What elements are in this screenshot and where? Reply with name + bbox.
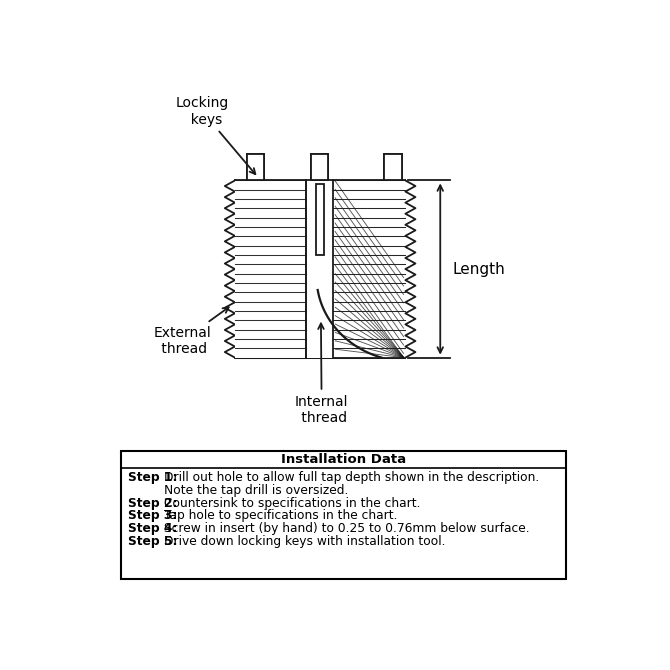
- Text: Drive down locking keys with installation tool.: Drive down locking keys with installatio…: [164, 535, 446, 548]
- Bar: [316, 184, 324, 255]
- Bar: [247, 153, 263, 180]
- Text: Step 3:: Step 3:: [128, 509, 178, 523]
- Text: Note the tap drill is oversized.: Note the tap drill is oversized.: [164, 484, 348, 497]
- Text: Step 4:: Step 4:: [128, 522, 178, 535]
- Text: Step 2:: Step 2:: [128, 496, 178, 510]
- Bar: [311, 153, 328, 180]
- Text: Screw in insert (by hand) to 0.25 to 0.76mm below surface.: Screw in insert (by hand) to 0.25 to 0.7…: [164, 522, 530, 535]
- Text: Drill out hole to allow full tap depth shown in the description.: Drill out hole to allow full tap depth s…: [164, 471, 539, 484]
- Bar: [385, 153, 401, 180]
- Text: Countersink to specifications in the chart.: Countersink to specifications in the cha…: [164, 496, 421, 510]
- Text: External
 thread: External thread: [153, 308, 228, 356]
- Bar: [311, 153, 328, 180]
- Bar: [306, 180, 333, 358]
- Text: Internal
 thread: Internal thread: [295, 324, 348, 425]
- Bar: [236, 153, 405, 180]
- Bar: [247, 153, 263, 180]
- Bar: [121, 451, 565, 580]
- Text: Tap hole to specifications in the chart.: Tap hole to specifications in the chart.: [164, 509, 398, 523]
- Bar: [235, 180, 306, 358]
- Bar: [385, 153, 401, 180]
- Text: Locking
  keys: Locking keys: [176, 96, 255, 174]
- Text: Length: Length: [453, 261, 505, 277]
- Text: Installation Data: Installation Data: [281, 453, 406, 466]
- Text: Step 5:: Step 5:: [128, 535, 178, 548]
- Text: Step 1:: Step 1:: [128, 471, 178, 484]
